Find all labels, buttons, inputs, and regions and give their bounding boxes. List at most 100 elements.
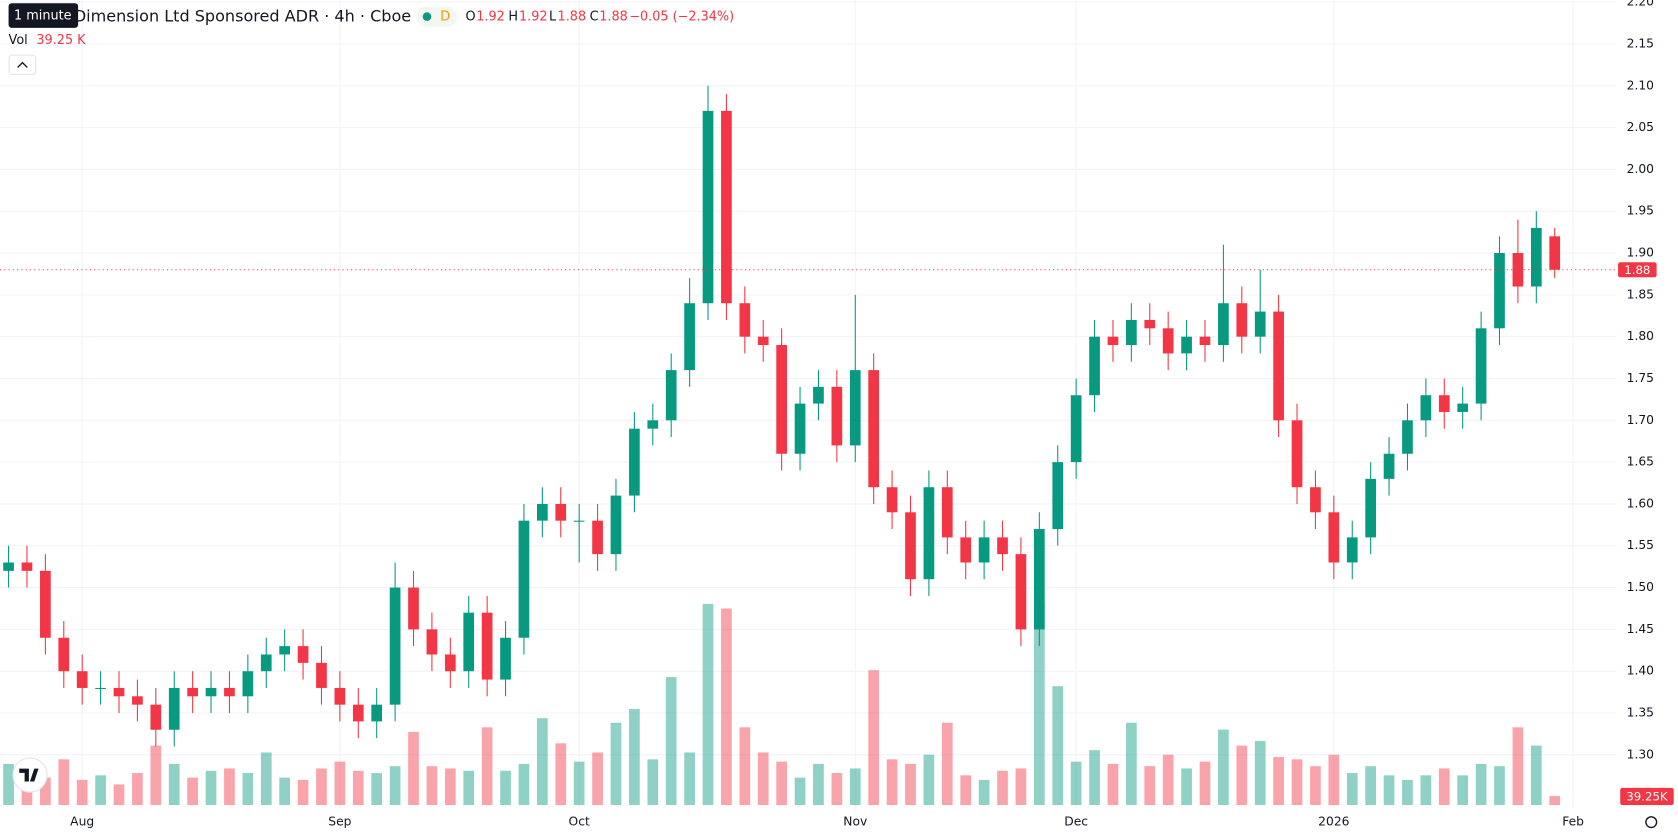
volume-bar (1549, 796, 1561, 806)
volume-tag-bg (1620, 787, 1674, 806)
volume-bar (1457, 775, 1469, 806)
volume-bar (168, 763, 180, 806)
y-tick-label: 1.60 (1627, 496, 1654, 510)
legend-o-value: 1.92 (476, 10, 505, 25)
candle-body (592, 520, 603, 555)
candle-body (923, 487, 935, 580)
candle-body (21, 562, 33, 571)
volume-bar (95, 775, 106, 806)
x-tick-label: 2026 (1318, 815, 1349, 829)
volume-bar (132, 773, 143, 806)
volume-bar (426, 766, 438, 806)
candle-body (1126, 319, 1137, 346)
y-tick-label: 1.50 (1627, 580, 1654, 594)
x-tick-label: Dec (1064, 815, 1088, 829)
candle-body (1254, 311, 1266, 337)
candle-body (1070, 395, 1082, 463)
volume-bar (1126, 722, 1137, 806)
volume-bar (1107, 763, 1119, 806)
volume-bar (1494, 766, 1505, 806)
y-tick-label: 2.20 (1627, 0, 1654, 9)
y-tick-label: 1.75 (1627, 371, 1654, 385)
candle-body (1291, 420, 1303, 488)
volume-bar (794, 777, 806, 806)
candle-body (868, 370, 880, 488)
candle-body (1144, 319, 1156, 329)
volume-bar (702, 603, 714, 806)
candle-body (1346, 537, 1358, 563)
candle-body (629, 428, 640, 496)
candle-body (1457, 403, 1469, 412)
settings-icon[interactable] (1645, 816, 1658, 829)
candle-body (316, 662, 327, 688)
candle-body (1512, 253, 1524, 287)
market-badge: D (440, 10, 450, 25)
legend-c-value: 1.88 (599, 10, 628, 25)
candle-body (1420, 395, 1432, 421)
last-price-tag: 1.88 (1624, 263, 1650, 277)
legend-l-value: 1.88 (558, 10, 587, 25)
candle-body (757, 336, 769, 346)
candle-body (1236, 303, 1248, 337)
candle-body (537, 503, 548, 521)
y-tick-label: 1.45 (1627, 622, 1654, 636)
volume-bar (224, 768, 235, 806)
candle-body (297, 646, 309, 663)
volume-bar (1365, 766, 1377, 806)
candle-body (371, 704, 383, 722)
logo-mark (19, 768, 39, 782)
volume-bar (739, 727, 751, 806)
candle-body (444, 654, 456, 672)
volume-bar (868, 670, 880, 806)
candle-body (1365, 478, 1377, 538)
y-tick-label: 1.35 (1627, 706, 1654, 720)
volume-bar (444, 768, 456, 806)
candle-body (1033, 529, 1045, 630)
volume-pane (3, 601, 1561, 806)
candle-body (1438, 395, 1450, 412)
volume-bar (58, 759, 70, 806)
collapse-button[interactable] (8, 54, 37, 75)
y-tick-label: 1.90 (1627, 246, 1654, 260)
volume-bar (997, 770, 1008, 806)
status-pill[interactable] (416, 6, 457, 27)
candle-body (555, 503, 567, 521)
volume-bar (960, 775, 972, 806)
volume-bar (260, 752, 272, 806)
volume-bar (1402, 779, 1413, 806)
volume-bar (941, 722, 953, 806)
volume-bar (1033, 601, 1045, 806)
volume-value: 39.25 K (36, 33, 86, 48)
candle-body (1549, 236, 1561, 270)
volume-bar (463, 770, 475, 806)
x-tick-label: Feb (1562, 815, 1584, 829)
y-tick-label: 1.85 (1627, 287, 1654, 301)
candle-body (794, 403, 806, 454)
candle-body (1328, 512, 1340, 563)
volume-bar (923, 754, 935, 806)
volume-bar (1144, 766, 1156, 806)
candle-body (260, 654, 272, 672)
candle-body (684, 303, 695, 371)
logo[interactable] (12, 757, 48, 793)
y-tick-label: 1.95 (1627, 204, 1654, 218)
volume-bar (1089, 750, 1100, 806)
y-tick-label: 1.40 (1627, 664, 1654, 678)
volume-bar (1346, 773, 1358, 806)
legend-l: L (549, 10, 557, 25)
y-tick-label: 2.00 (1627, 162, 1654, 176)
volume-bar (831, 773, 843, 806)
y-tick-label: 1.55 (1627, 538, 1654, 552)
volume-bar (849, 768, 861, 806)
volume-bar (408, 731, 419, 806)
candle-body (242, 671, 254, 697)
time-axis (0, 809, 1678, 835)
candle-body (849, 370, 861, 446)
volume-bar (537, 718, 548, 806)
candle-body (150, 704, 162, 730)
candle-body (40, 570, 51, 638)
volume-tag: 39.25K (1626, 789, 1668, 803)
candle-body (352, 704, 364, 722)
candle-body (408, 587, 419, 630)
volume-bar (1273, 757, 1284, 806)
